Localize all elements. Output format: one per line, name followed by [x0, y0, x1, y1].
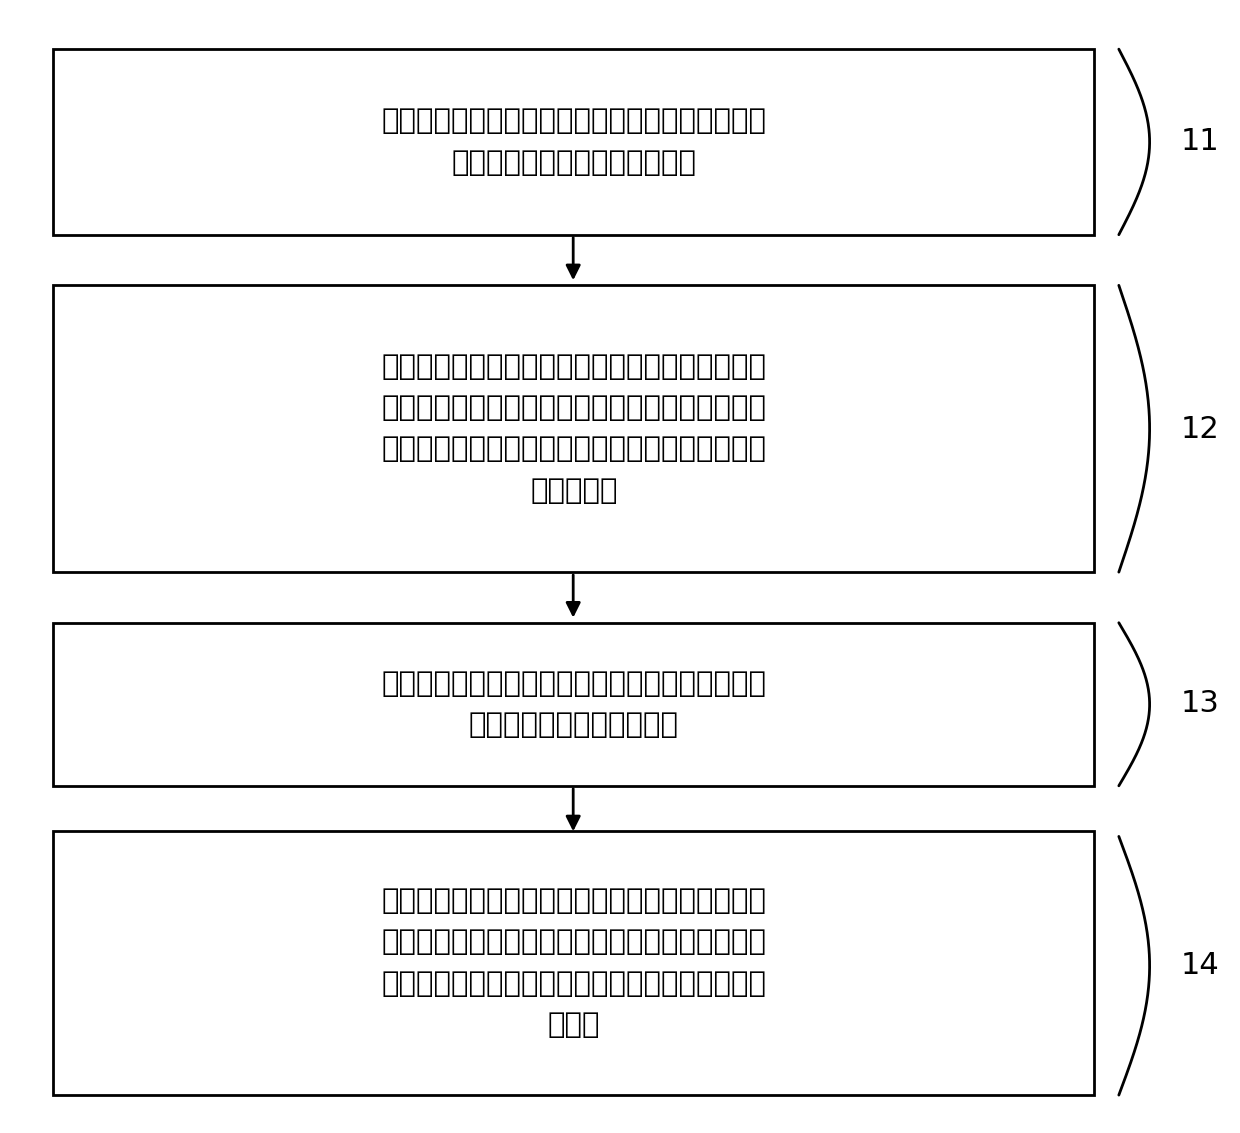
- Text: 按照各组分的重量份数，将感光树脂、第一丙烯酸
单体、第一混合物、光引发剂、第一阻聚剂和第一
溶剂混合，然后进行第一搞拌处理和第一研磨处理
，得到主剂: 按照各组分的重量份数，将感光树脂、第一丙烯酸 单体、第一混合物、光引发剂、第一阻…: [382, 352, 766, 504]
- Text: 13: 13: [1180, 689, 1219, 718]
- Text: 按照各组分的重量份数，配置电阻调整剂、表面活
性剂和第一偶联剂的第一混合物: 按照各组分的重量份数，配置电阻调整剂、表面活 性剂和第一偶联剂的第一混合物: [382, 108, 766, 177]
- Bar: [53, 286, 1094, 572]
- Bar: [53, 830, 1094, 1096]
- Text: 按照各组分的重量份数，将改性环氧树脂、第二丙
烯酸单体、第二混合物、第二阻聚剂和第二溶剂混
合，然后进行第二搞拌处理和第二研磨处理，得到
固化剂: 按照各组分的重量份数，将改性环氧树脂、第二丙 烯酸单体、第二混合物、第二阻聚剂和…: [382, 887, 766, 1039]
- Bar: [53, 49, 1094, 235]
- Bar: [53, 623, 1094, 786]
- Text: 14: 14: [1180, 952, 1219, 980]
- Text: 12: 12: [1180, 415, 1219, 444]
- Text: 11: 11: [1180, 127, 1219, 156]
- Text: 按照各组分的重量份数，将无机填料和第二偶联剂
混合均匀，得到第二混合物: 按照各组分的重量份数，将无机填料和第二偶联剂 混合均匀，得到第二混合物: [382, 670, 766, 739]
